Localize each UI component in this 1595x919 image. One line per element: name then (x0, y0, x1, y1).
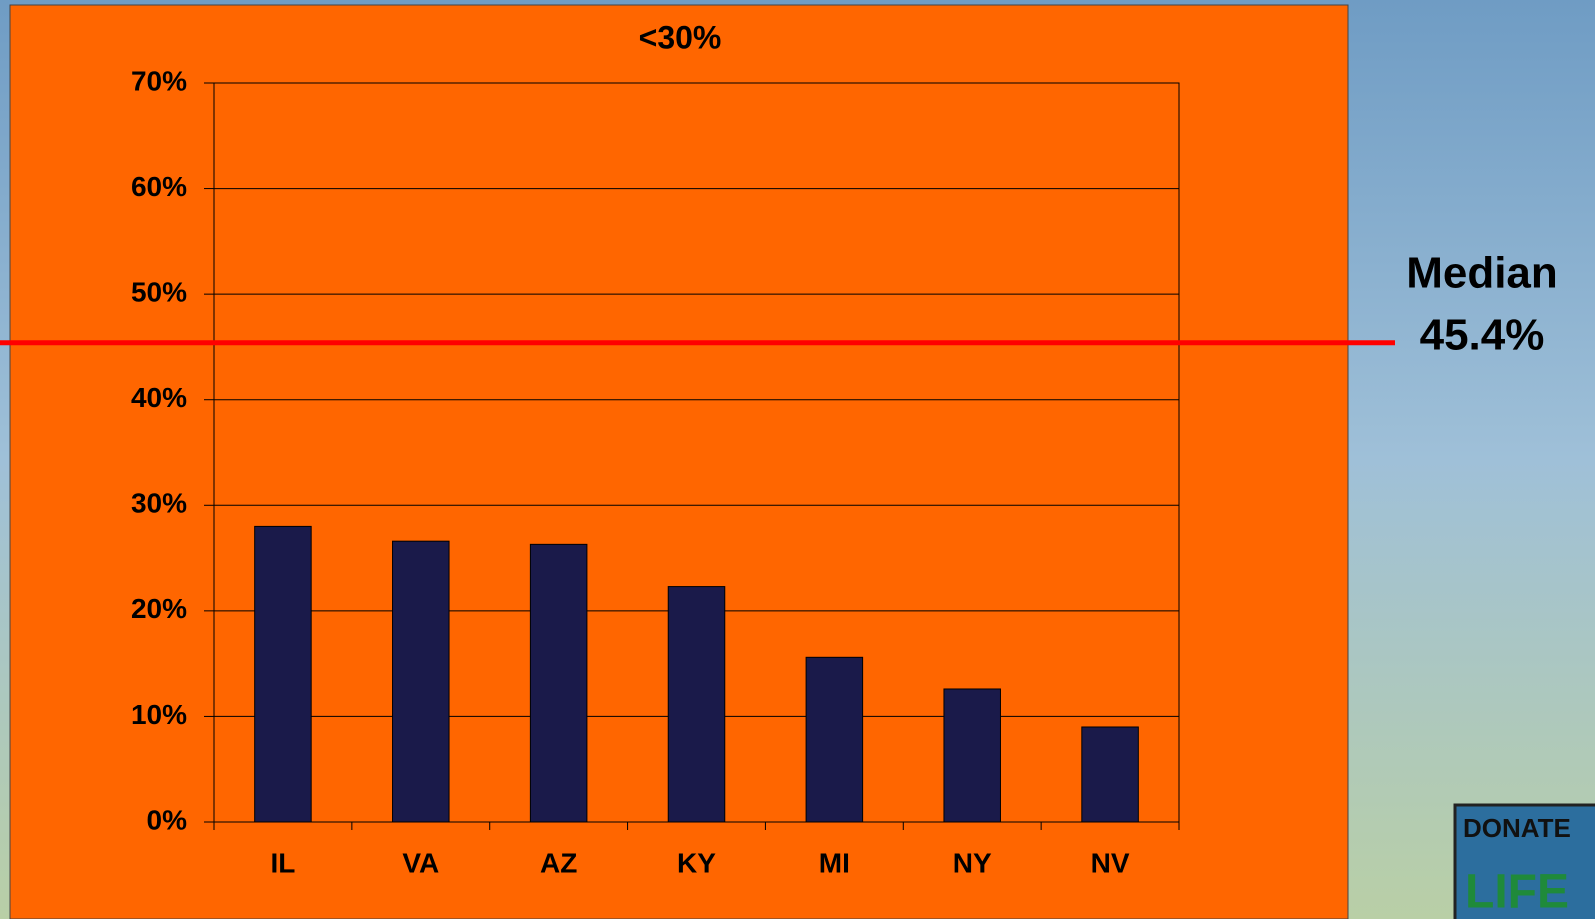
x-tick-label: AZ (540, 847, 577, 878)
logo: DONATE LIFE (1455, 805, 1595, 919)
y-tick-label: 0% (147, 804, 188, 835)
bar (944, 689, 1001, 822)
slide: <30% DONATE LIFE 0% 10% 20% 30% 40% 50% 60% 70%… (0, 0, 1595, 919)
y-tick-label: 70% (131, 65, 187, 96)
bar (393, 541, 450, 822)
y-tick-label: 40% (131, 382, 187, 413)
y-tick-label: 60% (131, 171, 187, 202)
y-tick-label: 30% (131, 488, 187, 519)
bar (530, 544, 587, 822)
y-tick-label: 50% (131, 277, 187, 308)
y-tick-label: 10% (131, 699, 187, 730)
x-tick-label: NY (953, 847, 992, 878)
bar (806, 657, 863, 822)
bar (668, 587, 725, 822)
median-value-label: 45.4% (1420, 311, 1545, 360)
x-tick-label: VA (402, 847, 439, 878)
bar (1082, 727, 1139, 822)
x-tick-label: IL (270, 847, 295, 878)
logo-bottom: LIFE (1465, 866, 1569, 919)
x-tick-label: MI (819, 847, 850, 878)
y-tick-label: 20% (131, 593, 187, 624)
bar (255, 526, 312, 822)
chart-title: <30% (639, 19, 722, 55)
x-tick-label: KY (677, 847, 716, 878)
logo-top: DONATE (1463, 813, 1571, 843)
x-tick-label: NV (1091, 847, 1130, 878)
median-label: Median (1406, 249, 1558, 298)
